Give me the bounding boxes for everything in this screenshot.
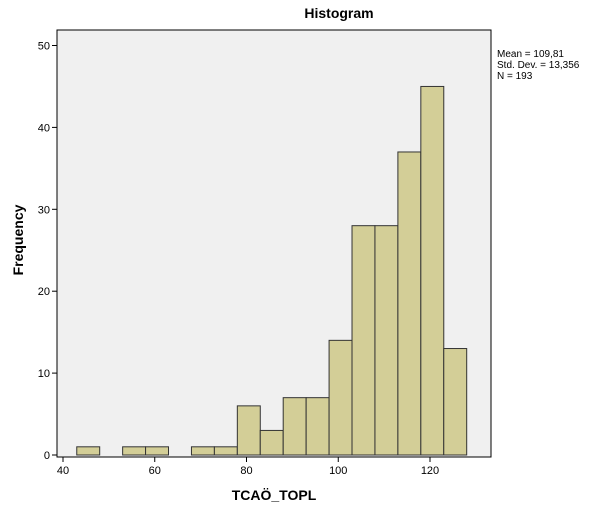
histogram-bar [122, 446, 147, 456]
histogram-bar [305, 397, 330, 456]
x-tick-label: 40 [57, 465, 69, 477]
stats-box: Mean = 109,81 Std. Dev. = 13,356 N = 193 [497, 49, 580, 82]
histogram-bar [443, 348, 468, 456]
histogram-bar [190, 446, 215, 456]
histogram-bar [374, 225, 399, 456]
histogram-bar [328, 339, 353, 456]
y-tick-label: 0 [44, 450, 50, 462]
y-tick-label: 50 [38, 41, 50, 53]
histogram-bars [76, 85, 468, 456]
histogram-bar [351, 225, 376, 456]
histogram-bar [145, 446, 170, 456]
x-tick-label: 60 [149, 465, 161, 477]
x-tick-label: 100 [329, 465, 347, 477]
y-tick-label: 30 [38, 204, 50, 216]
y-axis-label: Frequency [10, 204, 26, 275]
stats-mean: Mean = 109,81 [497, 49, 564, 60]
histogram-bar [236, 405, 261, 456]
histogram-bar [397, 151, 422, 456]
histogram-bar [282, 397, 307, 456]
x-axis-label: TCAÖ_TOPL [232, 487, 317, 503]
x-tick-label: 120 [421, 465, 439, 477]
histogram-bar [259, 429, 284, 456]
histogram-bar [76, 446, 101, 456]
y-axis: 0 10 20 30 40 50 [38, 41, 57, 462]
x-axis: 40 60 80 100 120 [57, 457, 439, 477]
chart-title: Histogram [304, 5, 373, 21]
histogram-bar [213, 446, 238, 456]
y-tick-label: 40 [38, 122, 50, 134]
histogram-bar [420, 85, 445, 456]
y-tick-label: 10 [38, 368, 50, 380]
stats-stddev: Std. Dev. = 13,356 [497, 60, 580, 71]
y-tick-label: 20 [38, 286, 50, 298]
x-tick-label: 80 [240, 465, 252, 477]
stats-n: N = 193 [497, 71, 533, 82]
